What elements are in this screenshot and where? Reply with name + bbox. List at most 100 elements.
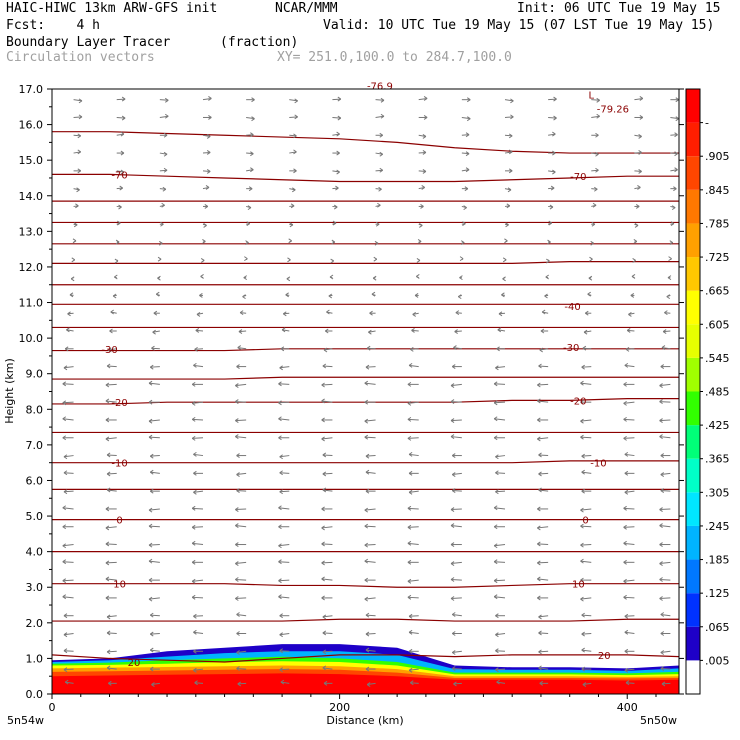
wind-vector (236, 472, 247, 477)
wind-vector (461, 132, 470, 138)
wind-vector (581, 364, 592, 370)
wind-vector (202, 134, 211, 139)
wind-vector (547, 239, 551, 245)
wind-vector (289, 168, 297, 174)
wind-vector (158, 240, 163, 246)
wind-vector (116, 204, 122, 210)
wind-vector (235, 561, 247, 566)
wind-vector (502, 276, 506, 282)
wind-vector (457, 294, 463, 300)
wind-vector (285, 292, 290, 298)
wind-vector (538, 363, 549, 369)
wind-vector (193, 667, 204, 673)
colorbar-label: .905 (705, 150, 730, 163)
wind-vector (450, 418, 462, 423)
wind-vector (450, 561, 462, 566)
wind-vector (623, 540, 635, 546)
wind-vector (236, 364, 247, 370)
wind-vector (541, 309, 549, 315)
wind-vector (62, 400, 74, 406)
wind-vector (670, 167, 678, 173)
contour-label: L (588, 90, 594, 101)
colorbar-swatch (686, 156, 700, 190)
wind-vector (321, 525, 333, 531)
colorbar-label: .245 (705, 520, 730, 533)
wind-vector (538, 471, 549, 477)
wind-vector (159, 167, 168, 173)
wind-vector (153, 310, 160, 316)
wind-vector (661, 681, 671, 687)
wind-vector (537, 436, 549, 442)
wind-vector (322, 471, 333, 477)
wind-vector (109, 328, 117, 334)
wind-vector (450, 399, 462, 404)
wind-vector (493, 594, 506, 600)
wind-vector (548, 131, 556, 137)
wind-vector (278, 543, 290, 549)
wind-vector (418, 96, 428, 101)
colorbar-label: .725 (705, 251, 730, 264)
wind-vector (450, 434, 462, 439)
wind-vector (62, 594, 74, 600)
wind-vector (504, 187, 512, 193)
wind-vector (245, 240, 249, 246)
wind-vector (106, 471, 117, 477)
wind-vector (369, 310, 376, 316)
wind-vector (106, 649, 117, 655)
wind-vector (323, 680, 333, 686)
wind-vector (548, 115, 557, 121)
wind-vector (373, 256, 378, 262)
wind-vector (660, 650, 671, 655)
wind-vector (461, 151, 470, 157)
wind-vector (278, 416, 290, 422)
wind-vector (407, 594, 419, 600)
wind-vector (589, 256, 593, 262)
wind-vector (148, 577, 160, 583)
wind-vector (149, 666, 160, 672)
wind-vector (451, 650, 462, 655)
wind-vector (202, 185, 210, 190)
wind-vector (591, 97, 600, 103)
colorbar-swatch (686, 593, 700, 627)
wind-vector (289, 133, 297, 139)
wind-vector (243, 275, 248, 281)
wind-vector (580, 434, 592, 440)
wind-vector (450, 383, 462, 388)
wind-vector (583, 329, 592, 335)
wind-vector (106, 452, 117, 458)
wind-vector (537, 525, 549, 531)
wind-vector (364, 542, 376, 548)
wind-vector (332, 150, 340, 156)
wind-vector (108, 347, 117, 353)
wind-vector (364, 507, 376, 513)
wind-vector (450, 542, 462, 547)
wind-vector (408, 613, 419, 619)
wind-vector (580, 418, 592, 424)
wind-vector (408, 489, 419, 495)
wind-vector (623, 594, 635, 600)
x-tick-label: 400 (617, 701, 638, 714)
colorbar-swatch (686, 492, 700, 526)
wind-vector (321, 595, 333, 601)
wind-vector (581, 631, 592, 637)
wind-vector (670, 97, 679, 103)
wind-vector (235, 577, 247, 582)
wind-vector (66, 327, 74, 333)
wind-vector (632, 258, 636, 263)
wind-vector (416, 274, 420, 279)
wind-vector (246, 116, 255, 122)
wind-vector (242, 294, 247, 300)
y-tick-label: 0.0 (26, 688, 44, 701)
wind-vector (110, 309, 117, 315)
institution-label: NCAR/MMM (275, 1, 338, 16)
wind-vector (322, 614, 333, 620)
wind-vector (451, 488, 462, 493)
wind-vector (451, 364, 462, 370)
field-units-label: (fraction) (220, 35, 299, 50)
wind-vector (453, 345, 462, 351)
wind-vector (365, 469, 376, 475)
wind-vector (159, 221, 164, 227)
wind-vector (279, 489, 290, 495)
wind-vector (157, 275, 161, 281)
wind-vector (495, 454, 506, 460)
